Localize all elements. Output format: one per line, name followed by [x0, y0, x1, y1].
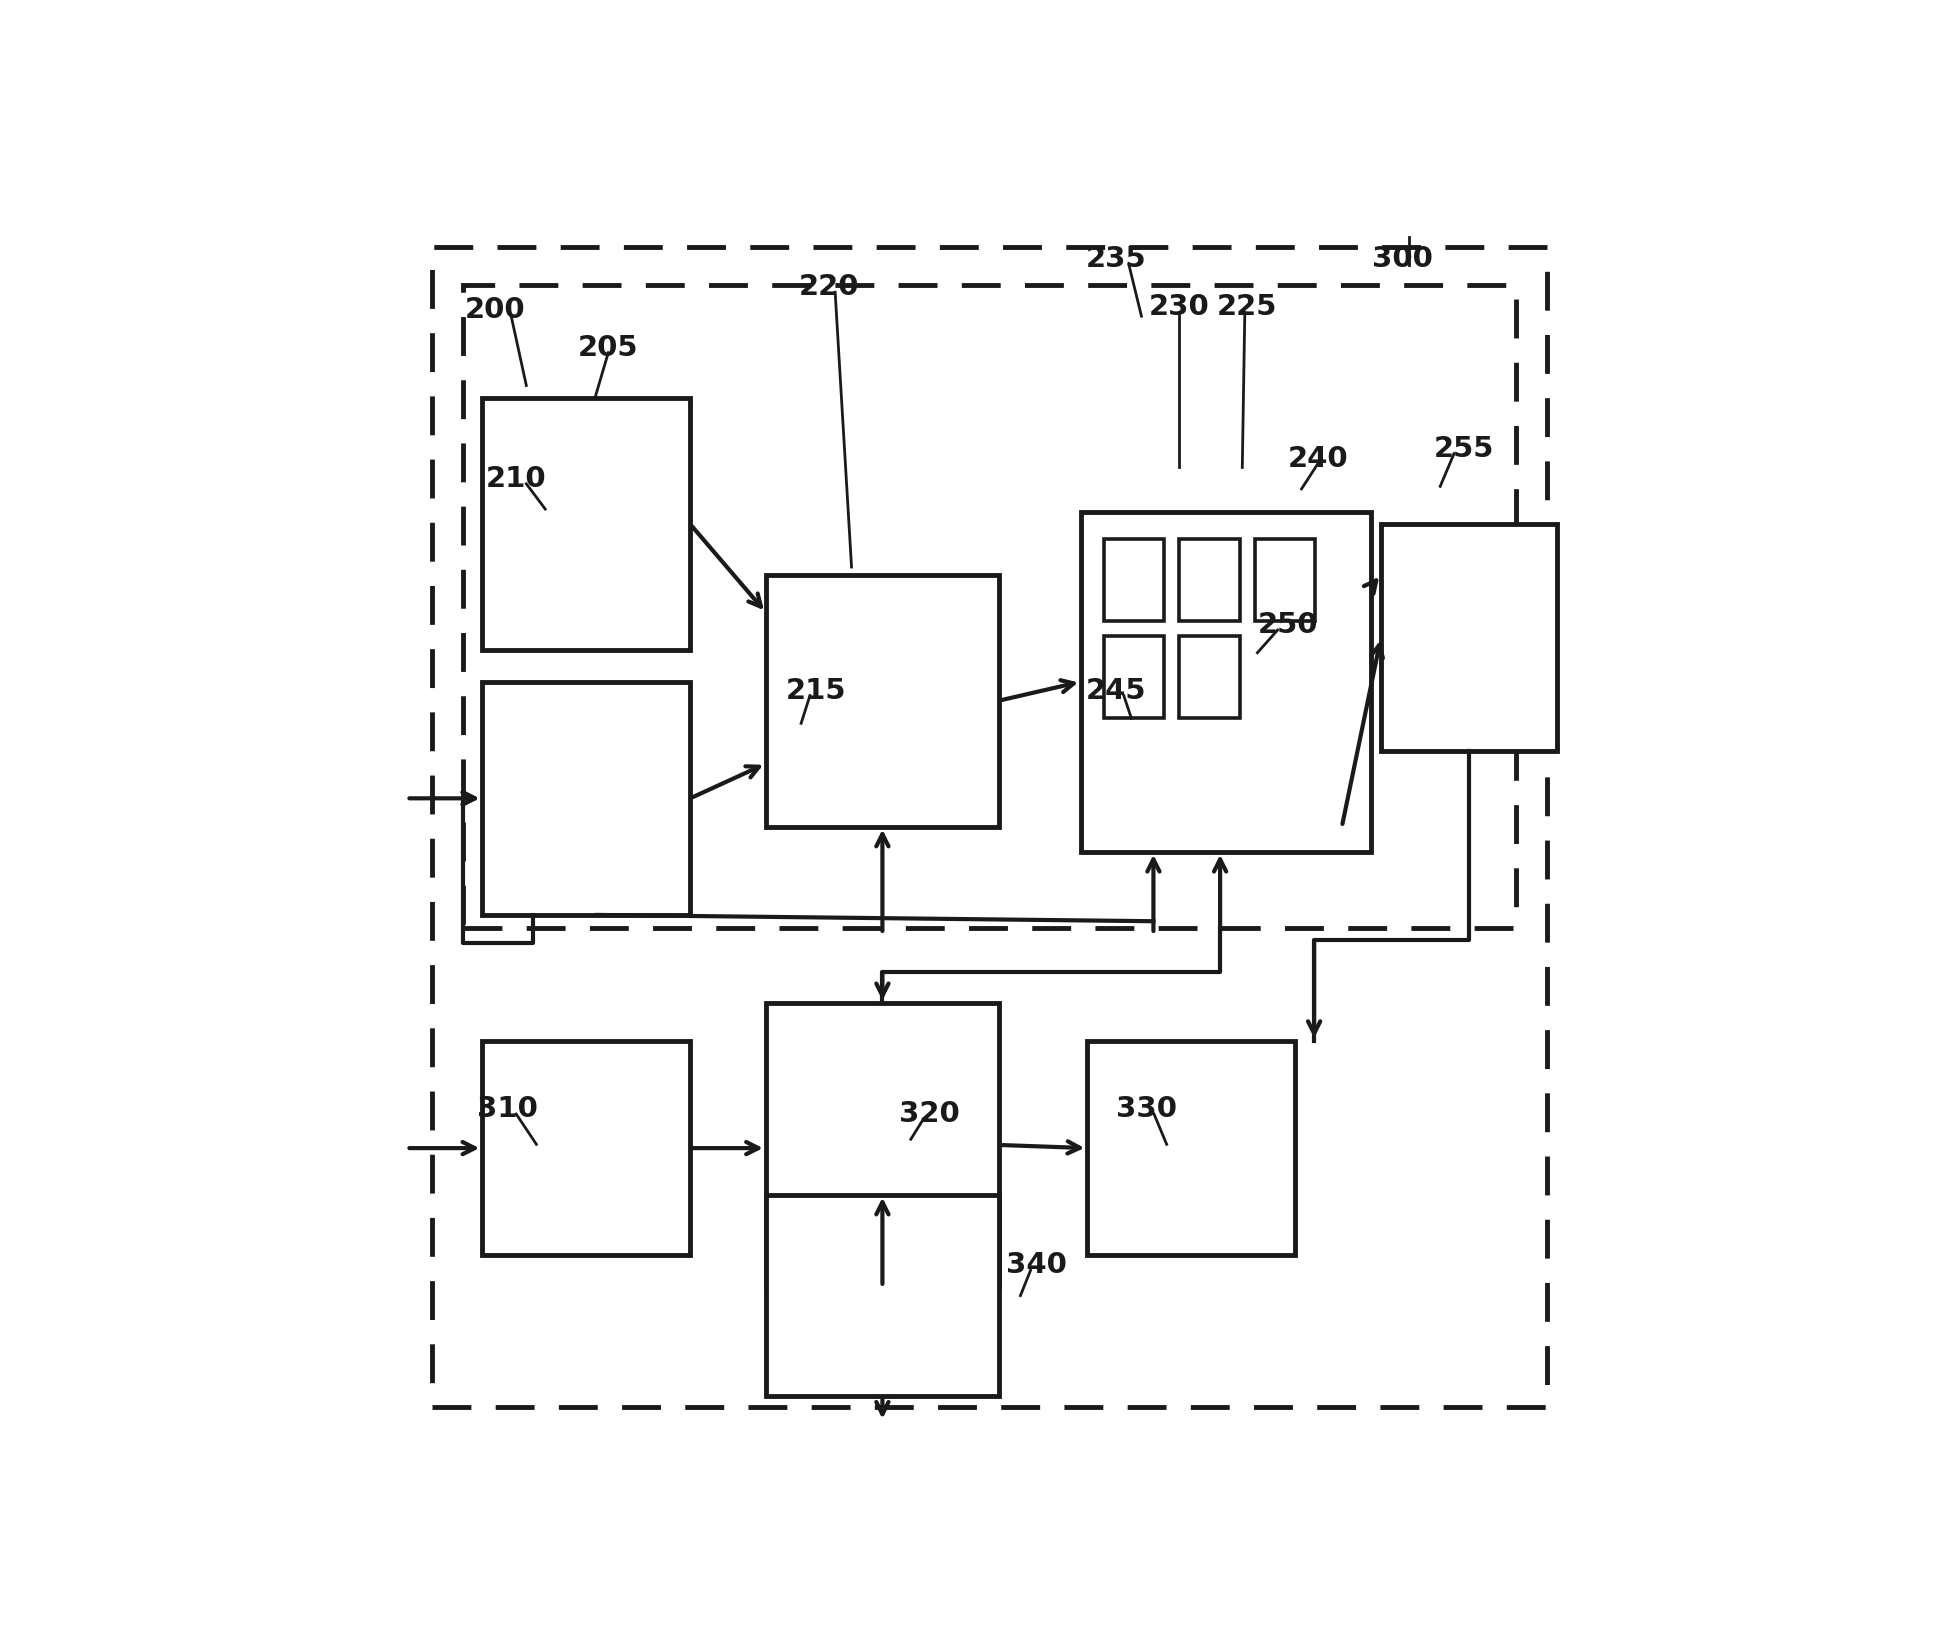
Bar	[1104, 539, 1164, 620]
Bar	[765, 1003, 999, 1287]
Text: 205: 205	[577, 334, 639, 362]
Text: 220: 220	[798, 273, 860, 301]
Text: 320: 320	[899, 1100, 961, 1128]
Bar	[1081, 511, 1371, 851]
Text: 255: 255	[1433, 434, 1493, 463]
Bar	[482, 1041, 690, 1256]
Bar	[482, 681, 690, 915]
Text: 250: 250	[1257, 611, 1317, 638]
Text: 245: 245	[1087, 676, 1147, 704]
Text: 225: 225	[1216, 293, 1278, 321]
Bar	[1104, 637, 1164, 719]
Text: 210: 210	[486, 465, 546, 493]
Text: 235: 235	[1087, 246, 1147, 273]
Text: 330: 330	[1116, 1095, 1178, 1123]
Bar	[1381, 524, 1557, 751]
Text: 300: 300	[1371, 246, 1433, 273]
Text: 240: 240	[1288, 445, 1348, 473]
Bar	[765, 575, 999, 827]
Bar	[432, 247, 1548, 1406]
Bar	[1180, 637, 1240, 719]
Text: 200: 200	[465, 296, 525, 324]
Bar	[1087, 1041, 1296, 1256]
Text: 340: 340	[1007, 1251, 1067, 1280]
Bar	[1255, 539, 1315, 620]
Bar	[482, 398, 690, 650]
Bar	[765, 1195, 999, 1396]
Text: 215: 215	[786, 676, 846, 704]
Text: 230: 230	[1149, 293, 1209, 321]
Bar	[1180, 539, 1240, 620]
Bar	[463, 285, 1517, 928]
Text: 310: 310	[477, 1095, 538, 1123]
